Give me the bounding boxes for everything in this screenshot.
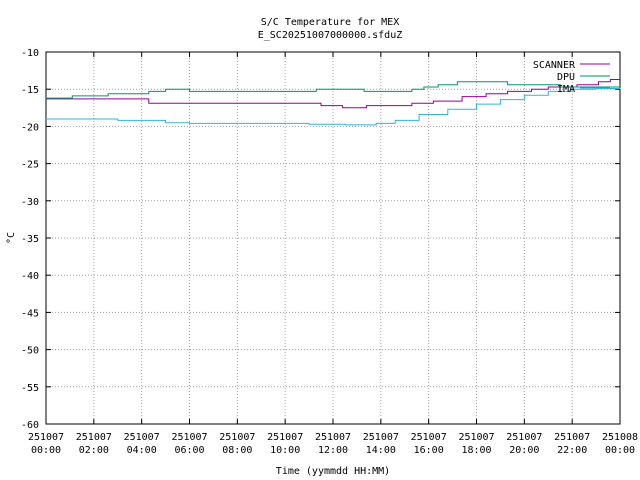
x-tick-label-date: 251007 — [267, 432, 303, 443]
y-tick-label: -35 — [21, 234, 39, 245]
chart-subtitle: E_SC20251007000000.sfduZ — [258, 30, 403, 41]
x-tick-label-date: 251007 — [124, 432, 160, 443]
series-line-ima — [46, 87, 621, 126]
x-axis-tick-labels: 251007 00:00 251007 02:00 251007 04:00 251007 0… — [28, 432, 638, 456]
x-tick-label-date: 251007 — [315, 432, 351, 443]
y-axis-label: °C — [6, 232, 17, 244]
series-line-dpu — [46, 81, 620, 99]
axis-ticks — [45, 51, 621, 425]
y-tick-label: -50 — [21, 346, 39, 357]
x-tick-label-date: 251007 — [171, 432, 207, 443]
x-tick-label-time: 04:00 — [127, 445, 157, 456]
x-tick-label-time: 08:00 — [222, 445, 252, 456]
x-tick-label-date: 251007 — [363, 432, 399, 443]
x-tick-label-date: 251007 — [458, 432, 494, 443]
x-tick-label-time: 16:00 — [414, 445, 444, 456]
x-tick-label-time: 20:00 — [509, 445, 539, 456]
x-tick-label-date: 251007 — [554, 432, 590, 443]
x-tick-label-time: 02:00 — [79, 445, 109, 456]
x-tick-label-date: 251008 — [602, 432, 638, 443]
y-tick-label: -15 — [21, 85, 39, 96]
legend-label: IMA — [557, 84, 575, 95]
y-tick-label: -10 — [21, 48, 39, 59]
x-tick-label-time: 22:00 — [557, 445, 587, 456]
y-tick-label: -25 — [21, 160, 39, 171]
x-tick-label-date: 251007 — [411, 432, 447, 443]
series-lines — [46, 79, 621, 126]
x-tick-label-time: 00:00 — [31, 445, 61, 456]
x-tick-label-date: 251007 — [506, 432, 542, 443]
y-tick-label: -55 — [21, 383, 39, 394]
y-tick-label: -40 — [21, 271, 39, 282]
y-tick-label: -20 — [21, 122, 39, 133]
y-tick-label: -45 — [21, 308, 39, 319]
y-axis-tick-labels: -10 -15 -20 -25 -30 -35 -40 -45 -50 -55 -60 — [21, 48, 39, 431]
x-tick-label-time: 10:00 — [270, 445, 300, 456]
x-tick-label-time: 12:00 — [318, 445, 348, 456]
y-tick-label: -60 — [21, 420, 39, 431]
legend-label: DPU — [557, 72, 575, 83]
x-tick-label-time: 00:00 — [605, 445, 635, 456]
x-tick-label-date: 251007 — [219, 432, 255, 443]
x-tick-label-date: 251007 — [76, 432, 112, 443]
x-tick-label-date: 251007 — [28, 432, 64, 443]
x-tick-label-time: 18:00 — [461, 445, 491, 456]
y-tick-label: -30 — [21, 197, 39, 208]
chart-title: S/C Temperature for MEX — [261, 17, 399, 28]
plot-grid — [46, 52, 620, 424]
x-axis-label: Time (yymmdd HH:MM) — [276, 466, 390, 477]
series-line-scanner — [46, 79, 620, 109]
legend-label: SCANNER — [533, 60, 576, 71]
x-tick-label-time: 14:00 — [366, 445, 396, 456]
x-tick-label-time: 06:00 — [174, 445, 204, 456]
